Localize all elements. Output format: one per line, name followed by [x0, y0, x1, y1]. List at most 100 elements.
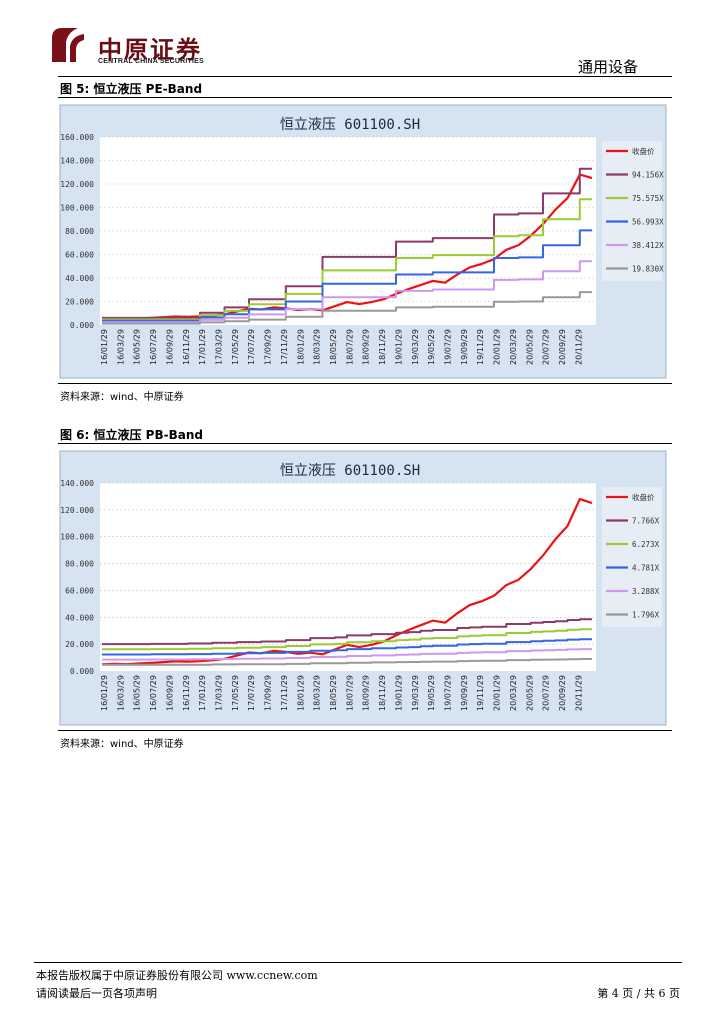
pe-x-tick-label: 17/11/29: [280, 329, 289, 365]
pe-y-tick-label: 100.000: [60, 204, 94, 213]
pe-x-tick-label: 18/09/29: [362, 329, 371, 365]
pe-x-tick-label: 17/05/29: [231, 329, 240, 365]
pb-x-tick-label: 20/11/29: [574, 675, 583, 711]
pb-legend-label: 6.273X: [632, 540, 660, 549]
figure-5-source: 资料来源：wind、中原证券: [60, 392, 184, 403]
pb-y-tick-label: 20.000: [65, 640, 94, 649]
figure-6-source: 资料来源：wind、中原证券: [60, 739, 184, 750]
figure-6-title: 图 6: 恒立液压 PB-Band: [60, 428, 203, 442]
pb-legend-label: 7.766X: [632, 517, 660, 526]
pb-x-tick-label: 19/03/29: [411, 675, 420, 711]
pb-y-tick-label: 40.000: [65, 613, 94, 622]
pb-y-tick-label: 0.000: [70, 667, 94, 676]
pb-x-tick-label: 18/09/29: [362, 675, 371, 711]
pb-x-tick-label: 20/05/29: [525, 675, 534, 711]
pb-x-tick-label: 19/07/29: [443, 675, 452, 711]
pb-series-line-3: [102, 638, 592, 656]
pe-legend-label: 75.575X: [632, 194, 664, 203]
pb-series-line-4: [102, 648, 592, 661]
pb-series-line-2: [102, 628, 592, 651]
pb-x-tick-label: 17/09/29: [264, 675, 273, 711]
pe-chart-title: 恒立液压 601100.SH: [280, 117, 420, 133]
pe-x-tick-label: 18/07/29: [345, 329, 354, 365]
figure-5-bottom-rule: [58, 383, 672, 384]
pb-y-tick-label: 80.000: [65, 560, 94, 569]
company-name-en: CENTRAL CHINA SECURITIES: [98, 58, 204, 65]
pb-x-tick-label: 18/05/29: [329, 675, 338, 711]
pb-x-tick-label: 20/07/29: [542, 675, 551, 711]
pb-x-tick-label: 18/11/29: [378, 675, 387, 711]
pe-y-tick-label: 120.000: [60, 180, 94, 189]
footer-copyright: 本报告版权属于中原证券股份有限公司 www.ccnew.com: [36, 969, 318, 982]
pb-plot-area: [100, 483, 596, 671]
pe-x-tick-label: 20/01/29: [493, 329, 502, 365]
pb-legend-label: 3.288X: [632, 587, 660, 596]
company-logo: 中原证券 CENTRAL CHINA SECURITIES: [48, 24, 248, 70]
pe-x-tick-label: 19/05/29: [427, 329, 436, 365]
pe-x-tick-label: 16/03/29: [116, 329, 125, 365]
pb-legend-label: 4.781X: [632, 564, 660, 573]
pb-x-tick-label: 20/09/29: [558, 675, 567, 711]
pb-x-tick-label: 18/07/29: [345, 675, 354, 711]
pe-series-line-4: [102, 260, 592, 324]
pb-x-tick-label: 18/03/29: [313, 675, 322, 711]
pe-y-tick-label: 20.000: [65, 298, 94, 307]
pb-x-tick-label: 20/01/29: [493, 675, 502, 711]
pe-x-tick-label: 19/01/29: [394, 329, 403, 365]
pe-band-chart: 恒立液压 601100.SH 0.000 20.000 40.000 60.000 80.…: [59, 104, 667, 379]
pb-x-tick-label: 20/03/29: [509, 675, 518, 711]
pe-y-tick-label: 40.000: [65, 274, 94, 283]
pb-x-tick-label: 17/07/29: [247, 675, 256, 711]
pe-x-tick-label: 16/11/29: [182, 329, 191, 365]
pb-y-tick-label: 60.000: [65, 586, 94, 595]
figure-6-bottom-rule: [58, 730, 672, 731]
pb-series-line-1: [102, 618, 592, 646]
pe-y-tick-label: 0.000: [70, 321, 94, 330]
footer-divider: [34, 962, 682, 963]
pe-x-tick-label: 18/01/29: [296, 329, 305, 365]
pb-y-tick-label: 140.000: [60, 479, 94, 488]
pe-x-tick-label: 18/11/29: [378, 329, 387, 365]
pe-x-tick-label: 16/01/29: [100, 329, 109, 365]
pb-series-line-5: [102, 658, 592, 666]
header-divider: [58, 76, 672, 77]
pb-legend-label: 收盘价: [632, 492, 655, 502]
pb-x-tick-label: 16/05/29: [133, 675, 142, 711]
pb-x-tick-label: 16/03/29: [116, 675, 125, 711]
pe-x-tick-label: 16/07/29: [149, 329, 158, 365]
pe-x-tick-label: 17/03/29: [214, 329, 223, 365]
pb-legend: [602, 487, 662, 627]
pb-x-tick-label: 16/09/29: [165, 675, 174, 711]
pe-x-tick-label: 17/07/29: [247, 329, 256, 365]
pe-x-tick-label: 16/09/29: [165, 329, 174, 365]
pb-x-tick-label: 17/03/29: [214, 675, 223, 711]
pb-x-tick-label: 17/01/29: [198, 675, 207, 711]
footer-notice: 请阅读最后一页各项声明: [36, 987, 157, 1000]
pb-x-tick-label: 19/11/29: [476, 675, 485, 711]
pe-legend-label: 19.830X: [632, 265, 664, 274]
pb-x-tick-label: 18/01/29: [296, 675, 305, 711]
footer-page-number: 第 4 页 / 共 6 页: [597, 987, 680, 1000]
pe-series-line-0: [101, 173, 593, 321]
pe-x-tick-label: 19/09/29: [460, 329, 469, 365]
pb-x-tick-label: 17/11/29: [280, 675, 289, 711]
pe-x-tick-label: 17/01/29: [198, 329, 207, 365]
pe-y-tick-label: 140.000: [60, 157, 94, 166]
figure-5-top-rule: [58, 97, 672, 98]
pb-legend-label: 1.796X: [632, 611, 660, 620]
pb-y-tick-label: 100.000: [60, 533, 94, 542]
figure-6-chart: 恒立液压 601100.SH 0.000 20.000 40.000 60.000 80.…: [58, 445, 672, 729]
pb-x-tick-label: 19/05/29: [427, 675, 436, 711]
pe-legend: [602, 141, 662, 281]
industry-label: 通用设备: [577, 58, 638, 76]
pb-x-tick-label: 19/09/29: [460, 675, 469, 711]
figure-6-top-rule: [58, 443, 672, 444]
pb-band-chart: 恒立液压 601100.SH 0.000 20.000 40.000 60.000 80.…: [59, 450, 667, 726]
pe-x-tick-label: 19/03/29: [411, 329, 420, 365]
pe-y-tick-label: 160.000: [60, 133, 94, 142]
pb-x-tick-label: 19/01/29: [394, 675, 403, 711]
pe-x-tick-label: 20/03/29: [509, 329, 518, 365]
company-name-cn: 中原证券: [98, 35, 202, 64]
pe-legend-label: 94.156X: [632, 171, 664, 180]
figure-5-title: 图 5: 恒立液压 PE-Band: [60, 82, 203, 96]
